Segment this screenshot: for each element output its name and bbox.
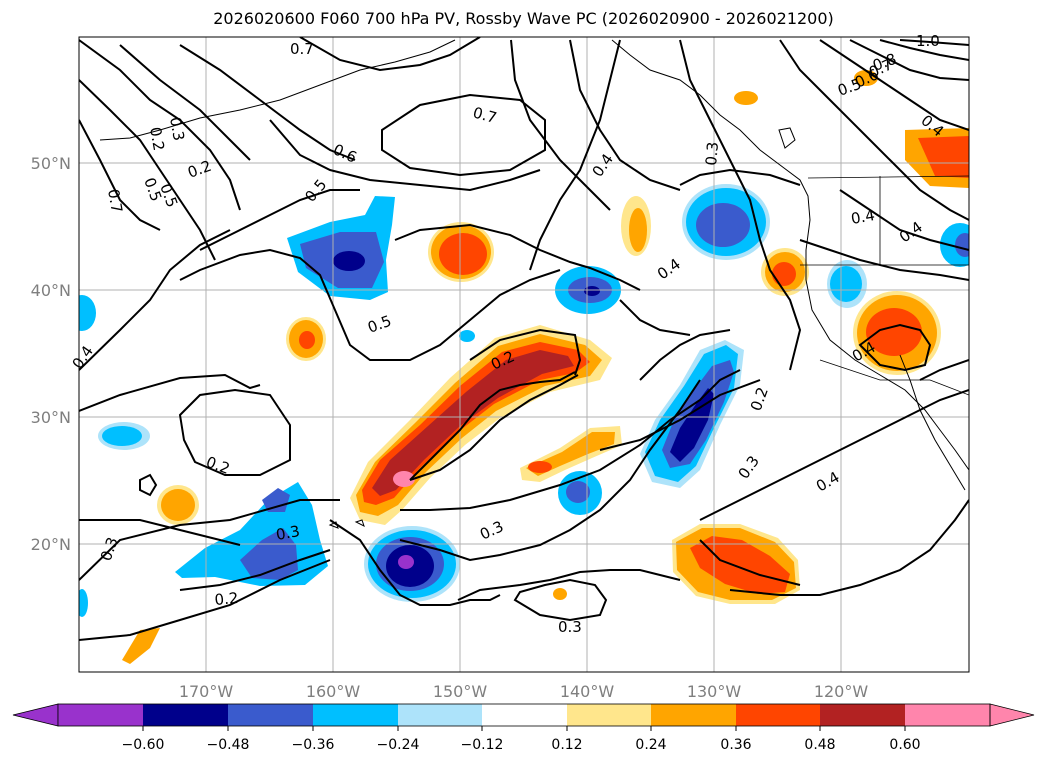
colorbar-segment (820, 704, 905, 726)
colorbar-tick-label: −0.24 (377, 737, 420, 753)
shade-positive (629, 208, 647, 252)
shade-positive (161, 489, 195, 521)
shade-positive (553, 588, 567, 600)
colorbar-segment (313, 704, 398, 726)
colorbar-segment (143, 704, 228, 726)
shade-negative (398, 555, 414, 569)
lat-label: 50°N (31, 154, 71, 173)
map-title: 2026020600 F060 700 hPa PV, Rossby Wave … (213, 9, 834, 28)
contour-label: 0.7 (104, 188, 126, 215)
contour-label: 0.7 (290, 40, 314, 58)
shade-positive (439, 233, 487, 275)
colorbar-segment (228, 704, 313, 726)
coastlines (99, 39, 969, 529)
colorbar-tick-label: 0.12 (551, 737, 582, 753)
shade-positive (772, 262, 796, 286)
lat-label: 40°N (31, 281, 71, 300)
shade-negative (262, 488, 290, 512)
colorbar-segment (58, 704, 143, 726)
lon-label: 170°W (179, 682, 234, 701)
colorbar-extend-high (989, 703, 1035, 727)
colorbar-tick-label: 0.60 (889, 737, 920, 753)
shade-negative (696, 203, 750, 247)
contour-label: 0.3 (166, 116, 188, 143)
shade-positive (866, 308, 922, 356)
shade-positive (734, 91, 758, 105)
lat-label: 30°N (31, 408, 71, 427)
lon-label: 160°W (306, 682, 361, 701)
colorbar-segment (482, 704, 567, 726)
shade-negative (955, 233, 969, 257)
shade-negative (102, 426, 142, 446)
lon-label: 130°W (687, 682, 742, 701)
colorbar-segment (905, 704, 990, 726)
colorbar-tick-label: 0.24 (635, 737, 666, 753)
lat-label: 20°N (31, 535, 71, 554)
contour-label: 0.7 (471, 103, 499, 127)
contour-label: 0.2 (214, 589, 239, 609)
contour-label: 0.3 (558, 618, 582, 636)
latitude-labels: 50°N 40°N 30°N 20°N (31, 154, 71, 554)
shade-positive (393, 471, 415, 487)
colorbar-tick-label: 0.36 (720, 737, 751, 753)
colorbar: −0.60 −0.48 −0.36 −0.24 −0.12 0.12 0.24 … (12, 703, 1035, 753)
shade-negative (459, 330, 475, 342)
contour-label: 0.4 (850, 206, 877, 228)
shade-positive (528, 461, 552, 473)
shade-negative (79, 589, 88, 617)
shade-negative (333, 251, 365, 271)
shade-negative (79, 295, 96, 331)
shade-positive (918, 136, 969, 178)
colorbar-tick-label: −0.48 (207, 737, 250, 753)
map-frame (78, 36, 970, 673)
colorbar-segment (567, 704, 651, 726)
shade-positive (299, 331, 315, 349)
shade-negative (584, 286, 600, 296)
contour-label: 0.3 (275, 522, 302, 544)
lon-label: 140°W (560, 682, 615, 701)
colorbar-tick-label: 0.48 (804, 737, 835, 753)
colorbar-segment (736, 704, 820, 726)
colorbar-frame (57, 703, 991, 727)
longitude-labels: 170°W 160°W 150°W 140°W 130°W 120°W (179, 682, 869, 701)
shade-negative (566, 481, 590, 503)
colorbar-segment (398, 704, 482, 726)
colorbar-tick-label: −0.36 (292, 737, 335, 753)
pv-contours (79, 37, 969, 641)
lon-label: 150°W (433, 682, 488, 701)
colorbar-tick-label: −0.12 (461, 737, 504, 753)
shade-positive (122, 628, 160, 664)
colorbar-tick-label: −0.60 (122, 737, 165, 753)
shade-negative (830, 266, 862, 302)
lon-label: 120°W (814, 682, 869, 701)
colorbar-segment (651, 704, 736, 726)
shade-positive (690, 536, 790, 594)
contour-label: 0.2 (146, 126, 168, 153)
borders (800, 175, 969, 396)
colorbar-extend-low (12, 703, 59, 727)
shade-positive (372, 350, 574, 496)
contour-label: 1.0 (916, 32, 940, 50)
pv-shading (79, 70, 969, 664)
contour-label: 0.3 (702, 141, 722, 166)
